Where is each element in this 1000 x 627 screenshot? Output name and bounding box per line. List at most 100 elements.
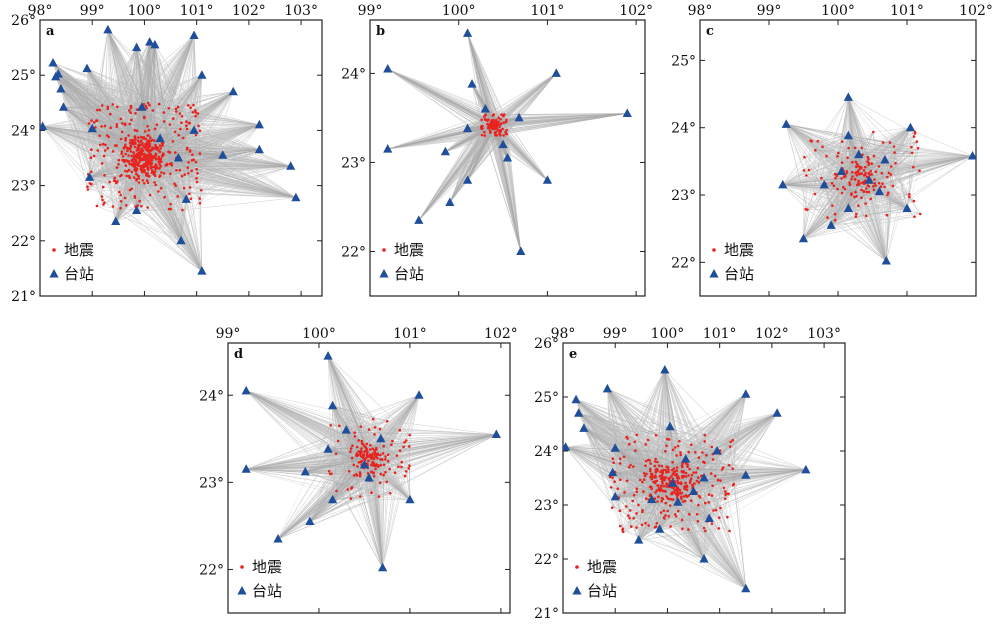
earthquake-point [499, 130, 502, 133]
earthquake-point [126, 149, 129, 153]
earthquake-point [150, 155, 154, 158]
earthquake-point [137, 144, 140, 147]
earthquake-point [714, 508, 718, 512]
earthquake-point [690, 473, 694, 477]
earthquake-point [198, 202, 202, 205]
earthquake-point [873, 178, 876, 181]
earthquake-point [90, 119, 93, 122]
earthquake-point [651, 473, 654, 476]
station-marker [660, 365, 670, 374]
earthquake-point [848, 181, 851, 184]
earthquake-point [148, 142, 152, 146]
earthquake-point [697, 476, 700, 480]
earthquake-point [664, 476, 667, 479]
earthquake-point [379, 464, 383, 467]
earthquake-point [139, 135, 143, 139]
earthquake-point [676, 479, 679, 483]
lat-tick-label: 24° [671, 121, 696, 137]
earthquake-point [143, 182, 146, 185]
earthquake-point [689, 499, 693, 503]
earthquake-point [138, 141, 141, 144]
earthquake-point [666, 509, 669, 513]
station-marker [254, 119, 264, 129]
earthquake-point [191, 153, 194, 156]
earthquake-point [667, 468, 670, 471]
station-marker [467, 79, 477, 88]
earthquake-point [700, 474, 703, 478]
earthquake-point [173, 182, 176, 186]
panel-letter: e [569, 347, 577, 362]
earthquake-point [494, 125, 498, 128]
earthquake-point [186, 166, 190, 169]
earthquake-point [129, 106, 133, 110]
earthquake-point [679, 453, 683, 457]
earthquake-point [912, 199, 916, 203]
station-marker [103, 24, 113, 34]
earthquake-point [671, 472, 675, 476]
earthquake-point [867, 185, 871, 188]
earthquake-point [656, 460, 659, 464]
earthquake-point [649, 467, 652, 471]
earthquake-point [167, 151, 171, 154]
earthquake-point [196, 112, 200, 115]
earthquake-point [386, 460, 390, 463]
earthquake-point [106, 105, 110, 109]
earthquake-point [140, 153, 144, 156]
earthquake-point [611, 506, 614, 510]
earthquake-point [483, 130, 486, 134]
station-marker [967, 150, 976, 160]
earthquake-point [398, 449, 402, 452]
earthquake-point [623, 491, 626, 494]
earthquake-point [102, 142, 105, 146]
earthquake-point [113, 176, 116, 180]
earthquake-point [490, 121, 494, 125]
station-marker [673, 497, 683, 506]
earthquake-point [916, 147, 920, 150]
earthquake-point [802, 169, 806, 172]
earthquake-point [670, 475, 673, 478]
lon-tick-label: 101° [890, 3, 924, 19]
earthquake-point [151, 169, 154, 172]
lon-tick-label: 100° [651, 326, 685, 342]
earthquake-point [679, 451, 682, 454]
earthquake-point [170, 162, 173, 165]
earthquake-point [129, 145, 133, 149]
earthquake-point [377, 495, 381, 498]
earthquake-point [87, 122, 91, 125]
earthquake-point [115, 144, 118, 147]
earthquake-point [857, 183, 861, 186]
earthquake-point [888, 141, 892, 144]
earthquake-point [833, 212, 837, 216]
earthquake-point [501, 127, 504, 131]
earthquake-point [669, 497, 673, 501]
earthquake-point [857, 204, 860, 207]
earthquake-point [358, 450, 361, 454]
earthquake-point [175, 169, 178, 172]
earthquake-point [810, 140, 813, 143]
earthquake-point [180, 174, 184, 178]
earthquake-point [162, 111, 166, 114]
earthquake-point [683, 485, 686, 488]
earthquake-point [146, 181, 150, 185]
earthquake-point [120, 130, 124, 134]
earthquake-point [724, 497, 727, 501]
earthquake-point [865, 175, 869, 179]
earthquake-point [385, 480, 389, 484]
earthquake-point [689, 479, 692, 482]
earthquake-point [134, 112, 137, 115]
earthquake-point [142, 136, 145, 140]
earthquake-point [661, 482, 664, 485]
earthquake-point [707, 501, 710, 504]
station-marker [462, 28, 473, 37]
earthquake-point [129, 150, 133, 153]
map-content [778, 92, 976, 265]
earthquake-points [480, 113, 509, 137]
earthquake-point [836, 187, 839, 191]
earthquake-point [370, 456, 374, 459]
earthquake-point [709, 472, 713, 475]
earthquake-point [609, 486, 613, 489]
earthquake-point [90, 148, 93, 151]
earthquake-point [654, 491, 657, 494]
earthquake-point [626, 437, 629, 440]
earthquake-point [403, 474, 407, 478]
